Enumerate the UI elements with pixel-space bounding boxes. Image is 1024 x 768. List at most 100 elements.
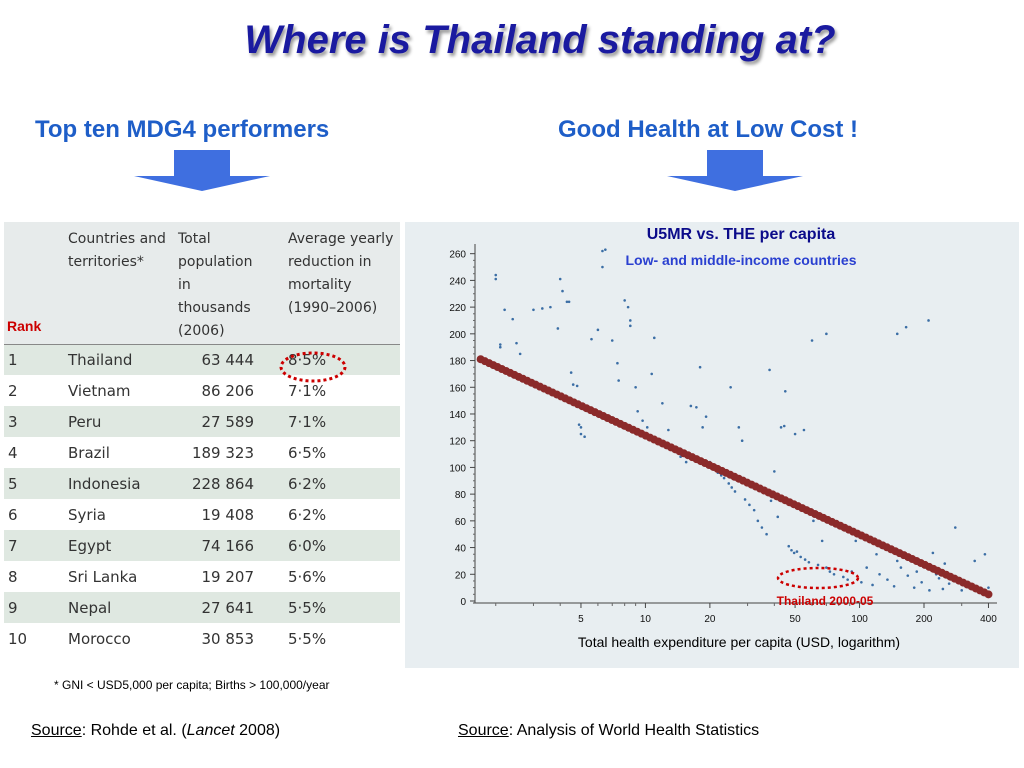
country-cell: Syria — [68, 505, 106, 524]
data-point — [752, 508, 756, 512]
data-point — [865, 566, 869, 569]
reduction-cell: 6·0% — [284, 530, 400, 561]
data-point — [565, 300, 569, 304]
mdg4-table-panel: Countries and territories* Total populat… — [4, 222, 400, 656]
y-tick-label: 20 — [455, 570, 467, 581]
reduction-cell: 7·1% — [288, 381, 327, 400]
table-row: 5 Indonesia 228 864 6·2% — [4, 468, 400, 499]
data-point — [792, 551, 796, 555]
data-point — [556, 327, 560, 330]
data-point — [689, 404, 693, 408]
source-left-prefix: Source — [31, 722, 82, 739]
data-point — [652, 336, 656, 340]
data-point — [701, 426, 704, 429]
country-cell: Morocco — [68, 629, 131, 648]
source-right-prefix: Source — [458, 722, 509, 739]
data-point — [645, 426, 649, 429]
rank-cell: 1 — [4, 344, 64, 375]
y-tick-label: 0 — [460, 597, 466, 608]
left-heading: Top ten MDG4 performers — [35, 116, 330, 143]
data-point — [549, 305, 552, 309]
y-tick-label: 240 — [449, 276, 466, 287]
data-point — [790, 548, 793, 552]
data-point — [698, 365, 702, 369]
data-point — [947, 582, 951, 585]
data-point — [782, 424, 786, 428]
rank-cell: 10 — [8, 629, 28, 648]
data-point — [779, 426, 783, 429]
country-cell: Nepal — [64, 592, 174, 623]
y-tick-label: 40 — [455, 544, 467, 555]
rank-label: Rank — [7, 318, 42, 334]
data-point — [941, 587, 945, 591]
rank-cell: 3 — [4, 406, 64, 437]
table-header-row: Countries and territories* Total populat… — [4, 222, 400, 345]
reduction-cell: 7·1% — [284, 406, 400, 437]
data-point — [616, 361, 619, 365]
data-point — [634, 385, 637, 389]
data-point — [899, 566, 903, 569]
x-tick-label: 50 — [790, 614, 802, 625]
data-point — [931, 551, 935, 555]
data-point — [892, 585, 896, 588]
data-point — [769, 499, 773, 503]
country-cell: Vietnam — [68, 381, 131, 400]
column-header-population: Total population in thousands (2006) — [174, 222, 284, 345]
data-point — [494, 273, 498, 277]
data-point — [623, 299, 626, 302]
x-tick-label: 10 — [640, 614, 652, 625]
thailand-annotation: Thailand 2000-05 — [777, 594, 874, 608]
data-point — [906, 574, 910, 577]
source-left-year: 2008) — [234, 722, 281, 739]
data-point — [737, 426, 741, 429]
fit-line-point — [984, 590, 993, 599]
data-point — [854, 539, 858, 543]
table-row: 4 Brazil 189 323 6·5% — [4, 437, 400, 468]
data-point — [812, 519, 815, 523]
reduction-cell: 5·5% — [284, 592, 400, 623]
data-point — [684, 460, 688, 464]
right-heading: Good Health at Low Cost ! — [558, 116, 858, 143]
data-point — [583, 435, 586, 438]
reduction-cell: 5·6% — [288, 567, 327, 586]
data-point — [927, 319, 930, 322]
x-tick-label: 200 — [916, 614, 933, 625]
data-point — [846, 578, 849, 581]
x-tick-label: 5 — [578, 614, 584, 625]
table-row: 6 Syria 19 408 6·2% — [4, 499, 400, 530]
data-point — [983, 552, 987, 556]
data-point — [828, 570, 832, 573]
data-point — [987, 586, 990, 589]
country-cell: Sri Lanka — [68, 567, 138, 586]
data-point — [973, 559, 977, 563]
data-point — [875, 552, 878, 556]
data-point — [912, 586, 916, 589]
source-left-journal: Lancet — [186, 722, 235, 739]
data-point — [590, 337, 593, 341]
down-arrow-icon-left — [134, 150, 270, 191]
data-point — [860, 580, 863, 584]
table-row: 3 Peru 27 589 7·1% — [4, 406, 400, 437]
data-point — [773, 470, 776, 473]
population-cell: 27 589 — [174, 406, 284, 437]
source-right: Source: Analysis of World Health Statist… — [458, 722, 759, 740]
data-point — [760, 526, 764, 529]
y-tick-label: 260 — [449, 250, 466, 261]
data-point — [641, 419, 644, 422]
table-row: 8 Sri Lanka 19 207 5·6% — [4, 561, 400, 592]
population-cell: 86 206 — [201, 381, 255, 400]
data-point — [783, 389, 787, 393]
chart-title: U5MR vs. THE per capita — [647, 226, 836, 243]
rank-column-header — [4, 222, 64, 345]
rank-cell: 7 — [4, 530, 64, 561]
rank-cell: 2 — [8, 381, 18, 400]
data-point — [661, 401, 664, 405]
country-cell: Egypt — [64, 530, 174, 561]
data-point — [567, 300, 571, 304]
data-point — [494, 277, 498, 281]
data-point — [871, 583, 874, 587]
data-point — [799, 555, 802, 559]
data-point — [730, 486, 734, 489]
data-point — [743, 498, 747, 501]
population-cell: 30 853 — [201, 629, 255, 648]
